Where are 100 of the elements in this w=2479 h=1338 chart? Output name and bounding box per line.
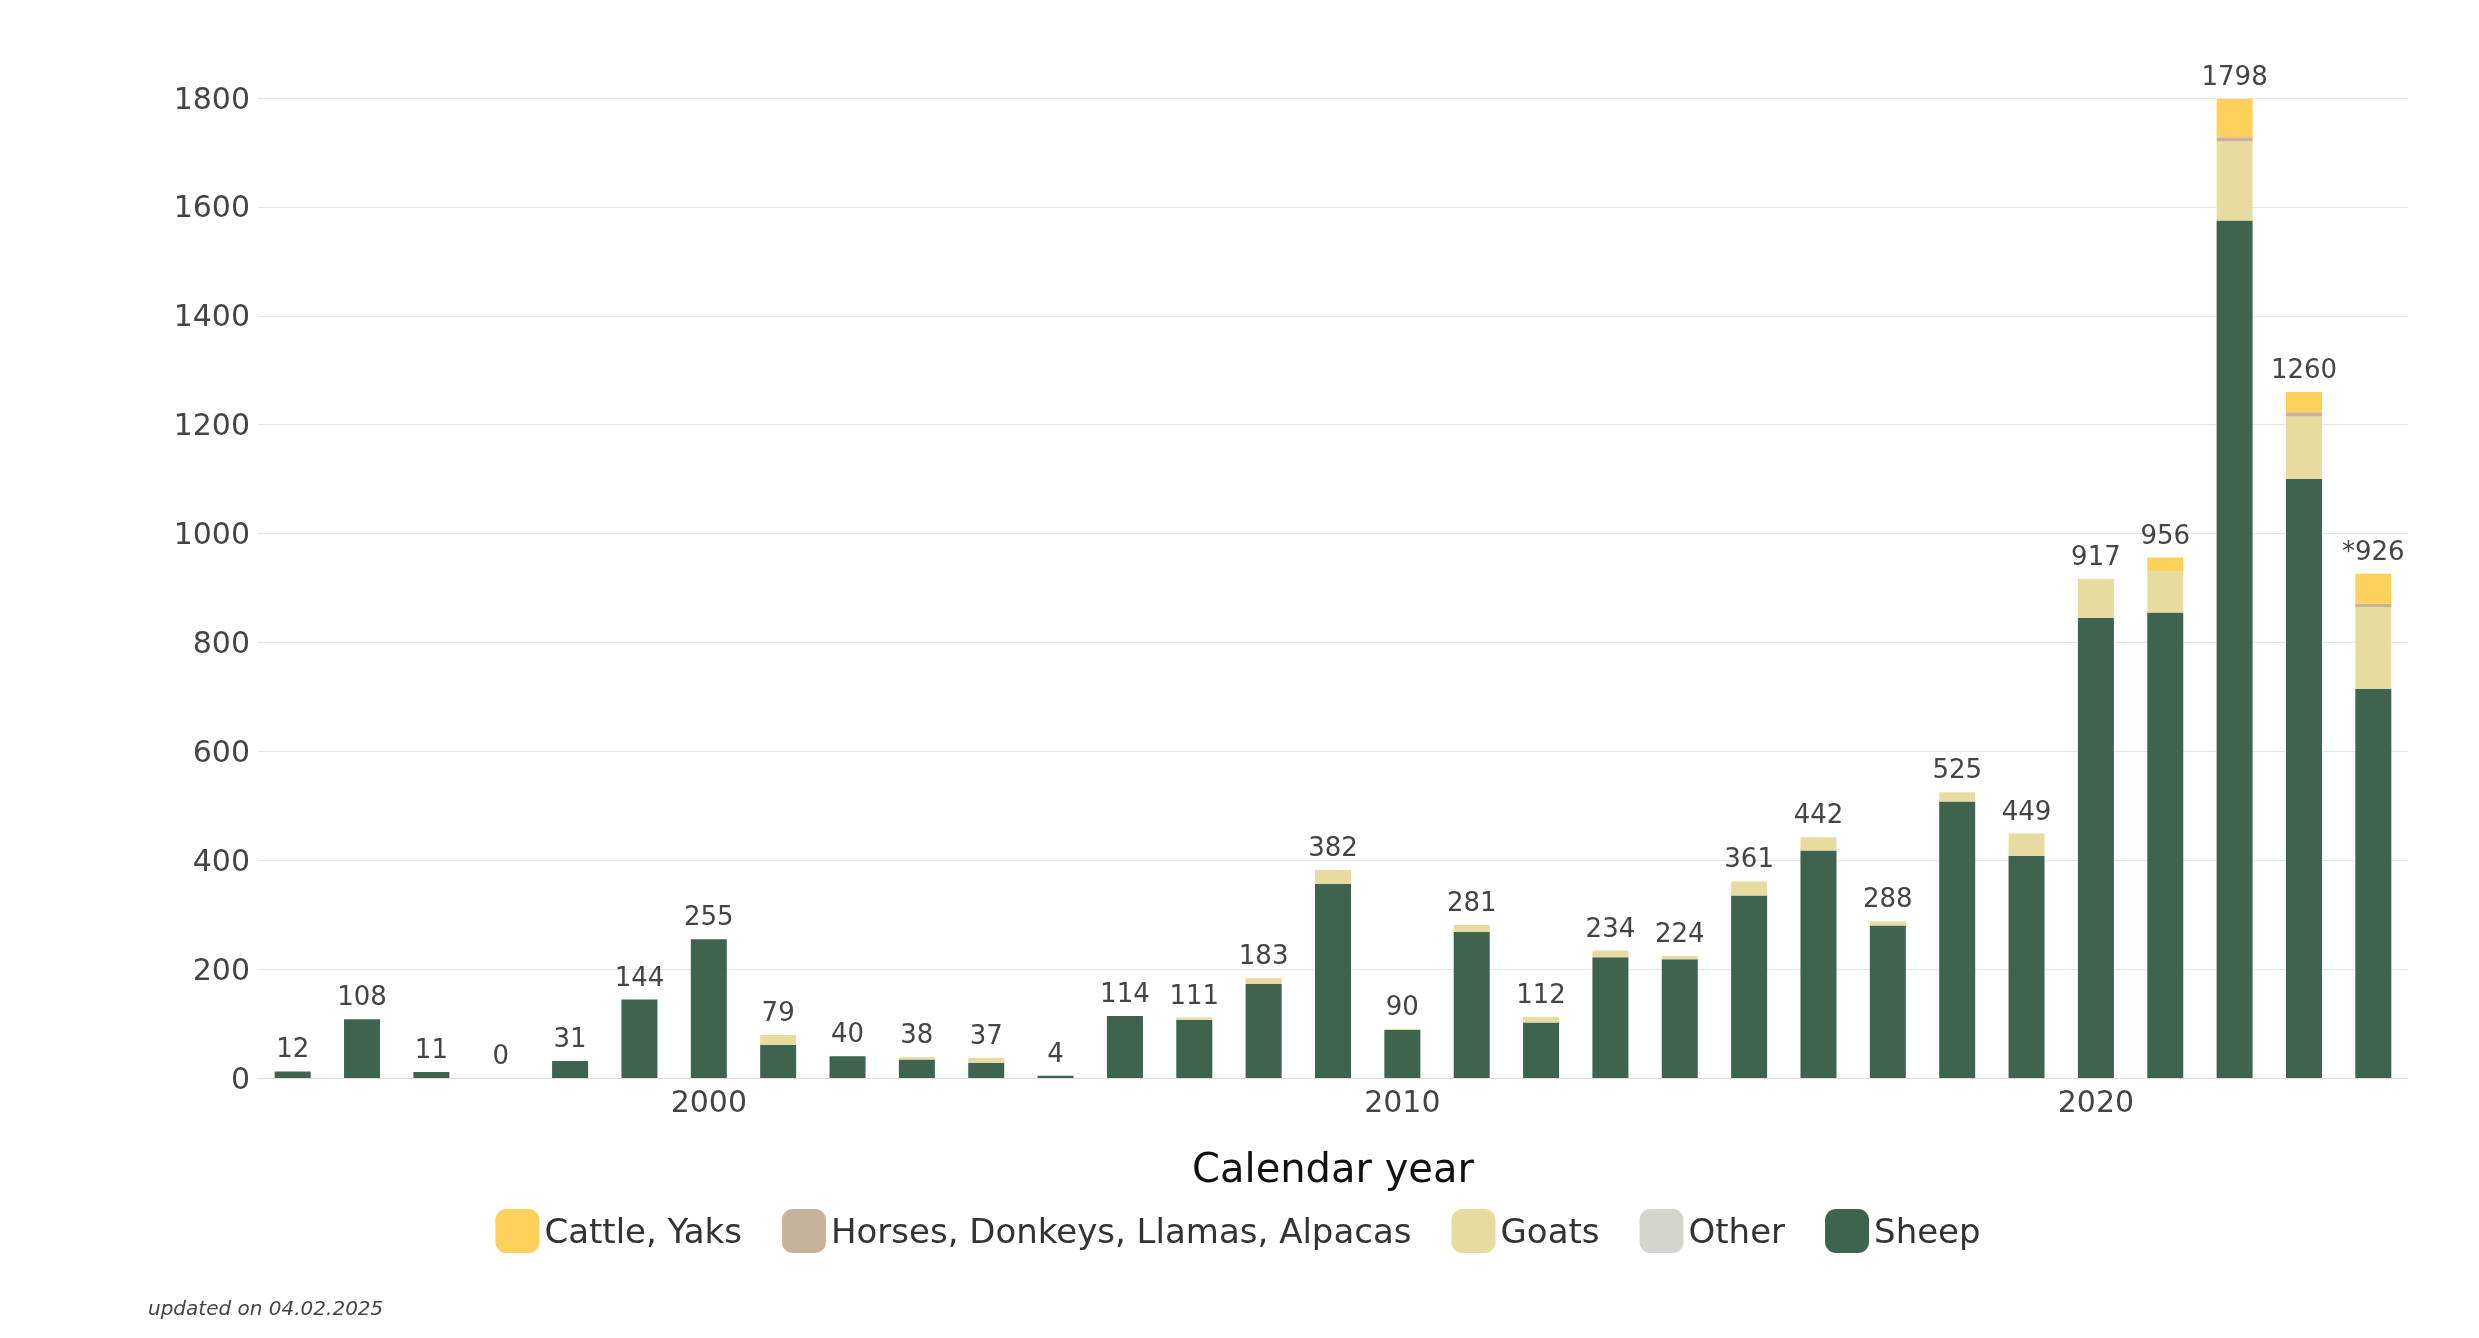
total-label: 12 bbox=[276, 1033, 310, 1064]
bar bbox=[1037, 1075, 1074, 1078]
bar bbox=[2008, 855, 2045, 1078]
total-label: 90 bbox=[1385, 991, 1419, 1021]
y-tick-label: 400 bbox=[192, 842, 250, 878]
bar bbox=[1592, 950, 1629, 958]
y-tick-label: 600 bbox=[192, 733, 250, 769]
bar bbox=[2077, 617, 2114, 1078]
bar bbox=[2355, 607, 2392, 689]
bar bbox=[274, 1071, 311, 1078]
legend-label: Horses, Donkeys, Llamas, Alpacas bbox=[830, 1211, 1412, 1251]
total-label: 361 bbox=[1724, 843, 1774, 874]
bar bbox=[1939, 801, 1976, 1078]
bar bbox=[2355, 573, 2392, 604]
bar bbox=[690, 939, 727, 1078]
total-label: 442 bbox=[1793, 799, 1844, 830]
bar bbox=[2285, 416, 2322, 480]
bar bbox=[2285, 412, 2322, 417]
total-label: 956 bbox=[2140, 519, 2191, 550]
total-label: 40 bbox=[830, 1018, 865, 1049]
y-tick-label: 1600 bbox=[173, 189, 250, 225]
y-tick-label: 1200 bbox=[173, 407, 250, 443]
bar bbox=[2216, 220, 2253, 1078]
bar bbox=[2147, 571, 2184, 613]
total-label: 382 bbox=[1308, 832, 1358, 863]
bar bbox=[1315, 883, 1351, 1078]
bar bbox=[1731, 895, 1768, 1078]
total-label: *926 bbox=[2342, 535, 2405, 566]
total-label: 255 bbox=[683, 901, 734, 932]
bar bbox=[621, 999, 658, 1078]
total-label: 37 bbox=[969, 1019, 1003, 1050]
bar bbox=[2216, 99, 2253, 138]
y-tick-label: 1400 bbox=[173, 298, 250, 334]
total-label: 281 bbox=[1446, 887, 1497, 918]
bar bbox=[898, 1057, 935, 1060]
bar bbox=[1176, 1017, 1213, 1020]
total-label: 1260 bbox=[2270, 354, 2338, 384]
x-tick-label: 2020 bbox=[2057, 1083, 2135, 1119]
total-label: 917 bbox=[2071, 540, 2121, 571]
text: updated on 04.02.2025 bbox=[148, 1296, 384, 1320]
total-label: 0 bbox=[492, 1040, 510, 1070]
bar bbox=[2008, 833, 2045, 856]
x-tick-label: 2010 bbox=[1364, 1083, 1441, 1119]
total-label: 11 bbox=[414, 1034, 448, 1065]
bar bbox=[1176, 1019, 1213, 1078]
total-label: 1798 bbox=[2201, 61, 2268, 92]
y-tick-label: 0 bbox=[230, 1060, 250, 1096]
bar bbox=[1800, 837, 1837, 851]
x-tick-label: 2000 bbox=[670, 1083, 747, 1119]
total-label: 38 bbox=[900, 1019, 934, 1050]
total-label: 449 bbox=[2001, 795, 2052, 826]
bar bbox=[968, 1057, 1005, 1063]
bar bbox=[2285, 392, 2322, 413]
bar bbox=[1869, 921, 1906, 926]
bar bbox=[829, 1056, 866, 1078]
legend-label: Cattle, Yaks bbox=[544, 1211, 742, 1251]
bar bbox=[1731, 881, 1768, 896]
bar bbox=[1453, 932, 1490, 1078]
bar bbox=[1800, 850, 1837, 1078]
legend-label: Sheep bbox=[1874, 1211, 1981, 1251]
total-label: 234 bbox=[1585, 912, 1636, 943]
bar bbox=[2147, 612, 2184, 1078]
bar bbox=[1661, 959, 1698, 1078]
bar bbox=[2147, 557, 2184, 572]
bar bbox=[1592, 957, 1629, 1078]
bar bbox=[2285, 479, 2322, 1078]
bar bbox=[1245, 978, 1282, 984]
x-axis-title: Calendar year bbox=[1192, 1145, 1475, 1191]
bar bbox=[2355, 603, 2392, 608]
bar bbox=[898, 1059, 935, 1078]
bar bbox=[1453, 925, 1490, 933]
total-label: 525 bbox=[1932, 754, 1983, 785]
bar bbox=[2355, 688, 2392, 1078]
bar bbox=[552, 1061, 589, 1078]
total-label: 111 bbox=[1169, 979, 1220, 1010]
total-label: 224 bbox=[1654, 918, 1705, 949]
bar bbox=[413, 1072, 450, 1078]
total-label: 288 bbox=[1863, 883, 1913, 914]
bar bbox=[760, 1044, 797, 1078]
bar bbox=[1523, 1022, 1560, 1078]
y-tick-label: 1000 bbox=[173, 516, 250, 552]
bar bbox=[1315, 870, 1351, 884]
total-label: 114 bbox=[1100, 977, 1150, 1008]
total-label: 79 bbox=[761, 996, 795, 1027]
bar bbox=[1384, 1030, 1421, 1078]
legend-label: Goats bbox=[1500, 1211, 1600, 1251]
bar bbox=[968, 1062, 1005, 1078]
y-tick-label: 200 bbox=[192, 951, 250, 987]
bar bbox=[1245, 983, 1282, 1078]
bar bbox=[1106, 1015, 1143, 1078]
total-label: 183 bbox=[1238, 940, 1289, 971]
bar bbox=[2077, 578, 2114, 618]
y-tick-label: 800 bbox=[192, 624, 250, 660]
bar bbox=[344, 1019, 381, 1078]
bar bbox=[2216, 137, 2253, 142]
bar bbox=[760, 1034, 797, 1045]
total-label: 108 bbox=[337, 981, 387, 1012]
total-label: 31 bbox=[553, 1023, 587, 1054]
bar bbox=[1869, 925, 1906, 1078]
bar bbox=[1661, 956, 1698, 960]
